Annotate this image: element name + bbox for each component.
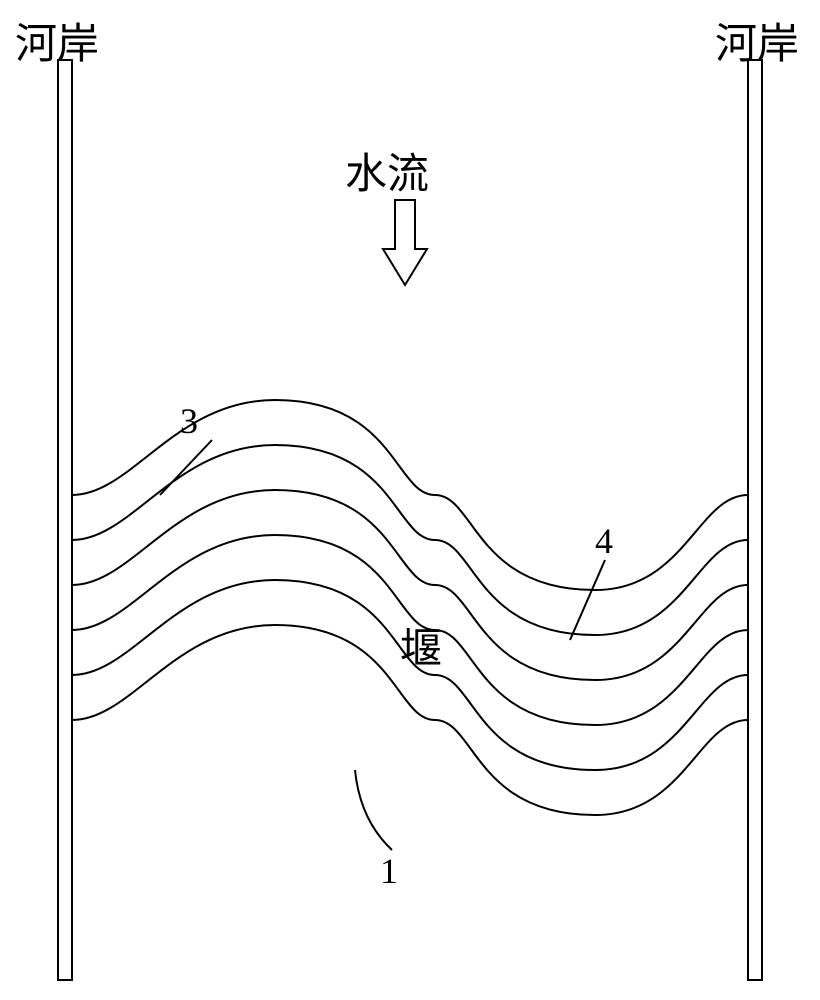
diagram-root: 河岸 河岸 水流 堰 3 4 1: [0, 0, 820, 1000]
weir-curve: [72, 490, 748, 680]
callout-3-leader: [160, 440, 212, 495]
flow-arrow-icon: [383, 200, 427, 285]
weir-curve: [72, 580, 748, 770]
river-bank-right: [748, 60, 762, 980]
callout-1-leader: [355, 770, 392, 850]
river-bank-left: [58, 60, 72, 980]
callout-4-leader: [570, 560, 605, 640]
weir-curve: [72, 535, 748, 725]
diagram-svg: [0, 0, 820, 1000]
weir-curve: [72, 445, 748, 635]
weir-curve: [72, 625, 748, 815]
weir-curve: [72, 400, 748, 590]
